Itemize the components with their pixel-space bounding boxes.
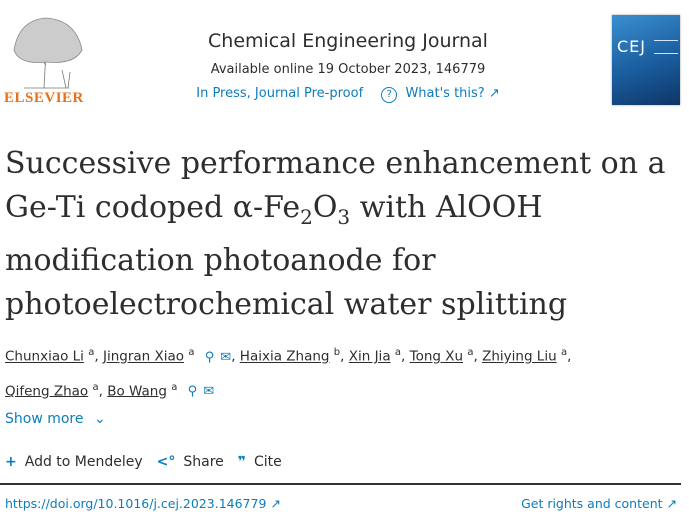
- affiliation[interactable]: a: [188, 347, 195, 358]
- doi-link[interactable]: https://doi.org/10.1016/j.cej.2023.14677…: [5, 496, 281, 511]
- affiliation[interactable]: a: [394, 347, 402, 358]
- status-links: In Press, Journal Pre-proof ? What's thi…: [150, 86, 546, 103]
- title-part: O: [312, 190, 338, 225]
- question-icon[interactable]: ?: [381, 87, 398, 103]
- title-line: modification photoanode for: [5, 243, 436, 278]
- elsevier-logo-text: ELSEVIER: [4, 90, 84, 106]
- in-press-link[interactable]: In Press, Journal Pre-proof: [196, 86, 364, 101]
- author-link[interactable]: Xin Jia: [348, 348, 391, 365]
- divider: [0, 483, 681, 485]
- affiliation[interactable]: a: [560, 347, 568, 358]
- external-arrow-icon: ↗: [270, 496, 281, 511]
- author-link[interactable]: Jingran Xiao: [102, 348, 185, 365]
- author-list: Chunxiao Li a, Jingran Xiao a ⚲ ✉, Haixia…: [5, 347, 572, 399]
- cover-subtitle: [654, 40, 678, 54]
- affiliation[interactable]: a: [171, 381, 178, 393]
- show-more-label: Show more: [5, 411, 84, 427]
- rights-link[interactable]: Get rights and content ↗: [521, 496, 677, 511]
- title-part: Ge-Ti codoped α-Fe: [5, 190, 301, 225]
- add-to-mendeley-button[interactable]: + Add to Mendeley: [5, 454, 143, 470]
- chevron-down-icon: ⌄: [93, 411, 106, 427]
- title-sub: 3: [337, 205, 351, 229]
- title-line: Successive performance enhancement on a: [5, 146, 666, 181]
- elsevier-tree-logo: [13, 17, 83, 89]
- person-icon[interactable]: ⚲: [187, 384, 198, 399]
- journal-name[interactable]: Chemical Engineering Journal: [208, 30, 488, 52]
- external-arrow-icon: ↗: [488, 86, 500, 101]
- author-link[interactable]: Haixia Zhang: [239, 348, 330, 365]
- author-link[interactable]: Zhiying Liu: [482, 348, 557, 365]
- show-more-button[interactable]: Show more ⌄: [5, 411, 106, 427]
- affiliation[interactable]: a: [467, 347, 474, 358]
- plus-icon: +: [5, 454, 17, 470]
- author-link[interactable]: Bo Wang: [107, 383, 167, 399]
- external-arrow-icon: ↗: [666, 496, 677, 511]
- affiliation[interactable]: b: [333, 347, 341, 358]
- share-button[interactable]: <° Share: [157, 454, 224, 470]
- whats-this-link[interactable]: What's this?: [405, 86, 485, 101]
- title-line: Ge-Ti codoped α-Fe2O3 with AlOOH: [5, 186, 685, 239]
- share-label: Share: [183, 454, 224, 470]
- person-icon[interactable]: ⚲: [204, 349, 215, 365]
- article-toolbar: + Add to Mendeley <° Share ❞ Cite: [5, 454, 282, 470]
- mendeley-label: Add to Mendeley: [24, 454, 143, 470]
- author-link[interactable]: Chunxiao Li: [5, 348, 84, 365]
- quote-icon: ❞: [237, 454, 247, 470]
- cover-title: CEJ: [617, 37, 646, 56]
- available-online: Available online 19 October 2023, 146779: [210, 62, 486, 77]
- cite-label: Cite: [254, 454, 282, 470]
- rights-text: Get rights and content: [521, 496, 663, 511]
- email-icon[interactable]: ✉: [220, 349, 232, 365]
- email-icon[interactable]: ✉: [203, 384, 215, 399]
- share-icon: <°: [156, 454, 176, 470]
- title-line: photoelectrochemical water splitting: [5, 287, 568, 322]
- doi-text: https://doi.org/10.1016/j.cej.2023.14677…: [5, 496, 267, 511]
- author-link[interactable]: Tong Xu: [409, 348, 464, 365]
- cite-button[interactable]: ❞ Cite: [238, 454, 282, 470]
- title-part: with AlOOH: [350, 190, 543, 225]
- affiliation[interactable]: a: [88, 347, 95, 358]
- author-link[interactable]: Qifeng Zhao: [5, 383, 89, 399]
- journal-cover[interactable]: CEJ: [612, 15, 680, 105]
- affiliation[interactable]: a: [92, 381, 99, 393]
- article-title: Successive performance enhancement on a …: [5, 142, 685, 327]
- title-sub: 2: [300, 205, 313, 229]
